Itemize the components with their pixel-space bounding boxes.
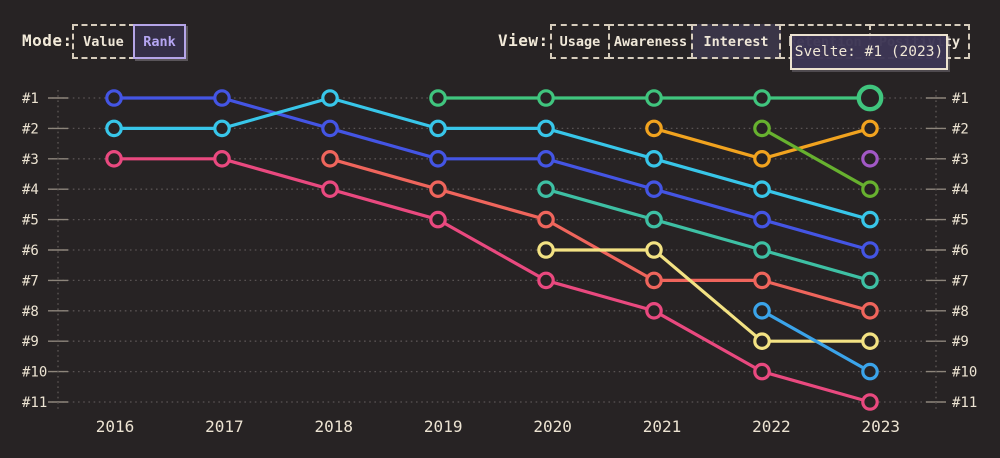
data-point-indigo-2023[interactable]: [861, 241, 879, 259]
rank-axis-label-left: #2: [22, 121, 39, 137]
view-label: View:: [498, 31, 549, 50]
data-point-cyan-2017[interactable]: [213, 119, 231, 138]
data-point-yellow-2023[interactable]: [861, 332, 879, 350]
data-point-Svelte-2022[interactable]: [753, 89, 771, 107]
mode-toggle: Value Rank: [72, 24, 186, 59]
series-line-cyan: [112, 96, 872, 222]
data-point-pink-2017[interactable]: [213, 150, 231, 168]
data-point-Svelte-2020[interactable]: [537, 89, 555, 107]
data-point-grass-2023[interactable]: [861, 180, 879, 198]
rank-axis-label-left: #7: [22, 273, 39, 289]
year-axis-label: 2019: [424, 417, 463, 436]
data-point-orange-2022[interactable]: [753, 150, 771, 168]
series-line-indigo: [112, 96, 872, 252]
data-point-teal-2021[interactable]: [645, 210, 663, 229]
year-axis-label: 2020: [533, 417, 572, 436]
data-point-indigo-2021[interactable]: [645, 180, 663, 198]
rank-axis-label-left: #5: [22, 213, 39, 229]
series-line-sky: [760, 309, 872, 374]
rank-axis-label-right: #9: [952, 334, 969, 350]
data-point-teal-2020[interactable]: [537, 180, 555, 198]
data-point-pink-2016[interactable]: [105, 150, 123, 168]
data-point-cyan-2021[interactable]: [645, 150, 663, 168]
rank-axis-label-right: #6: [952, 243, 969, 259]
rank-axis-label-right: #11: [952, 395, 977, 411]
data-point-cyan-2022[interactable]: [753, 180, 771, 198]
data-point-yellow-2021[interactable]: [645, 241, 663, 259]
data-point-indigo-2017[interactable]: [213, 89, 231, 107]
data-point-sky-2022[interactable]: [753, 301, 771, 320]
rank-axis-label-right: #7: [952, 273, 969, 289]
rank-axis-label-right: #3: [952, 152, 969, 168]
data-point-pink-2022[interactable]: [753, 362, 771, 381]
rank-axis-label-left: #9: [22, 334, 39, 350]
rank-axis-label-right: #8: [952, 304, 969, 320]
data-point-cyan-2019[interactable]: [429, 119, 447, 138]
data-point-teal-2022[interactable]: [753, 241, 771, 259]
highlighted-data-point-Svelte-2023[interactable]: [856, 84, 884, 112]
data-point-salmon-2023[interactable]: [861, 301, 879, 320]
data-point-grass-2022[interactable]: [753, 119, 771, 138]
data-point-yellow-2022[interactable]: [753, 332, 771, 350]
data-point-orange-2021[interactable]: [645, 119, 663, 138]
data-point-indigo-2019[interactable]: [429, 150, 447, 168]
chart-tooltip: Svelte: #1 (2023): [790, 34, 948, 70]
data-point-Svelte-2021[interactable]: [645, 89, 663, 107]
data-point-pink-2020[interactable]: [537, 271, 555, 290]
mode-label: Mode:: [22, 31, 73, 50]
data-point-indigo-2018[interactable]: [321, 119, 339, 138]
year-axis-label: 2022: [752, 417, 791, 436]
data-point-indigo-2020[interactable]: [537, 150, 555, 168]
data-point-orange-2023[interactable]: [861, 119, 879, 138]
data-point-Svelte-2019[interactable]: [429, 89, 447, 107]
data-point-salmon-2018[interactable]: [321, 150, 339, 168]
series-line-grass: [760, 126, 872, 191]
data-point-pink-2021[interactable]: [645, 301, 663, 320]
rank-axis-label-right: #10: [952, 365, 977, 381]
rank-axis-label-right: #2: [952, 121, 969, 137]
data-point-salmon-2022[interactable]: [753, 271, 771, 290]
data-point-salmon-2020[interactable]: [537, 210, 555, 229]
year-axis-label: 2023: [862, 417, 901, 436]
data-point-cyan-2023[interactable]: [861, 210, 879, 229]
data-point-pink-2023[interactable]: [861, 393, 879, 411]
data-point-sky-2023[interactable]: [861, 362, 879, 381]
data-point-cyan-2020[interactable]: [537, 119, 555, 138]
year-axis-label: 2018: [315, 417, 354, 436]
series-line-teal: [544, 187, 872, 282]
data-point-teal-2023[interactable]: [861, 271, 879, 290]
rank-axis-label-left: #4: [22, 182, 39, 198]
data-point-salmon-2021[interactable]: [645, 271, 663, 290]
rank-axis-label-right: #4: [952, 182, 969, 198]
data-point-indigo-2016[interactable]: [105, 89, 123, 107]
data-point-cyan-2018[interactable]: [321, 89, 339, 107]
rank-axis-label-left: #8: [22, 304, 39, 320]
rank-axis-label-right: #5: [952, 213, 969, 229]
series-line-salmon: [328, 157, 872, 313]
data-point-indigo-2022[interactable]: [753, 210, 771, 229]
year-axis-label: 2021: [643, 417, 682, 436]
series-line-pink: [112, 157, 872, 404]
rank-axis-label-left: #1: [22, 91, 39, 107]
mode-option-rank[interactable]: Rank: [133, 24, 186, 59]
data-point-yellow-2020[interactable]: [537, 241, 555, 259]
rank-axis-label-left: #10: [22, 365, 47, 381]
data-point-cyan-2016[interactable]: [105, 119, 123, 138]
rank-axis-label-left: #11: [22, 395, 47, 411]
data-point-salmon-2019[interactable]: [429, 180, 447, 198]
rank-axis-label-left: #3: [22, 152, 39, 168]
data-point-pink-2018[interactable]: [321, 180, 339, 198]
rank-axis-label-right: #1: [952, 91, 969, 107]
year-axis-label: 2016: [96, 417, 135, 436]
year-axis-label: 2017: [205, 417, 244, 436]
data-point-purple-2023[interactable]: [861, 150, 879, 168]
data-point-pink-2019[interactable]: [429, 210, 447, 229]
rank-axis-label-left: #6: [22, 243, 39, 259]
